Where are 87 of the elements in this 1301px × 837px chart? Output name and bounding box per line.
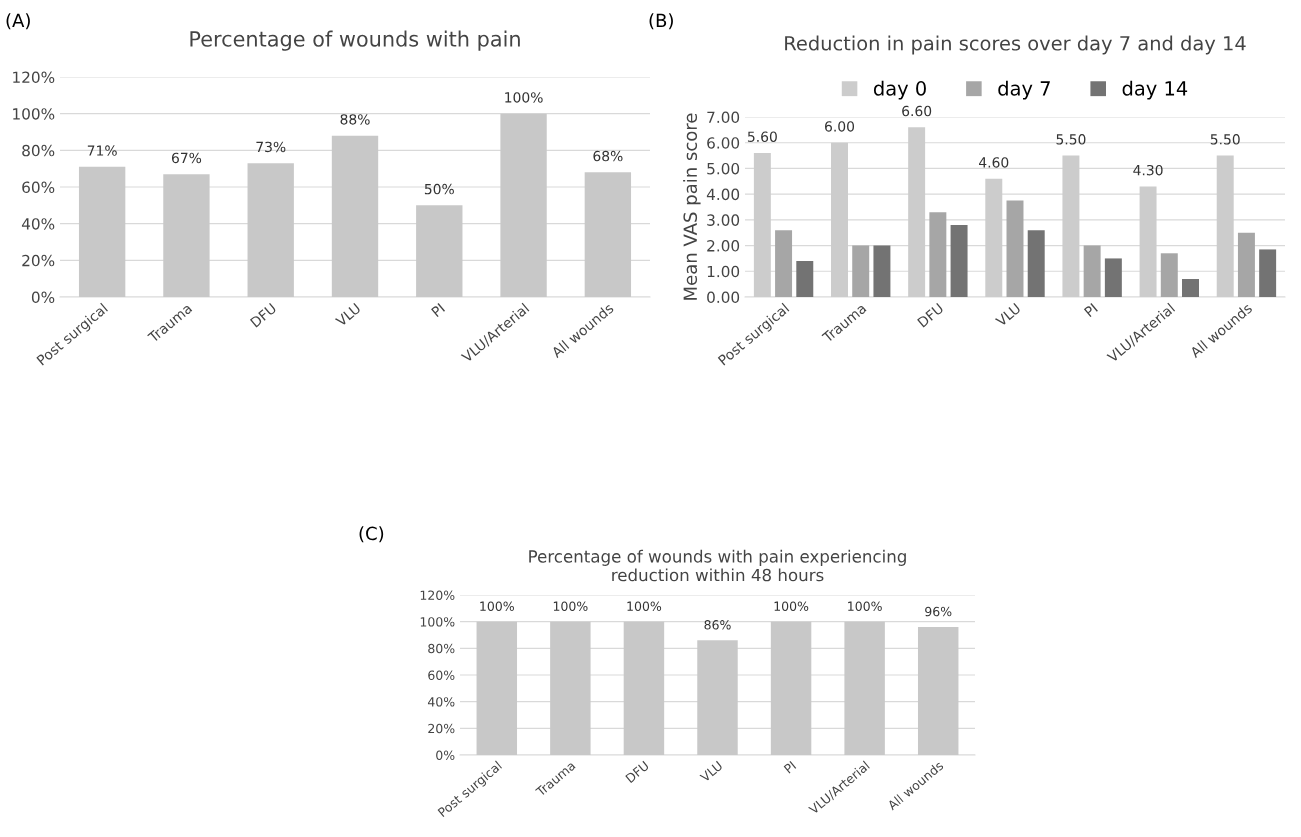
y-tick-label: 40% (21, 218, 55, 230)
bar (1259, 249, 1277, 297)
bar (163, 174, 210, 297)
x-tick-label: PI (431, 303, 446, 318)
data-label: 73% (256, 141, 286, 153)
x-tick-label: VLU (699, 760, 723, 783)
legend-label: day 0 (873, 80, 926, 100)
x-tick-label: PI (1083, 303, 1098, 318)
bar (1139, 186, 1157, 297)
data-label: 71% (87, 145, 117, 156)
y-tick-label: 60% (22, 181, 55, 194)
bar (929, 212, 947, 297)
data-label: 86% (704, 620, 731, 630)
bar (1160, 253, 1178, 297)
bar (247, 163, 294, 297)
bar (584, 172, 632, 297)
y-tick-label: 40% (427, 697, 455, 707)
x-tick-label: VLU (334, 302, 361, 328)
y-tick-label: 7.00 (707, 111, 740, 124)
bar (1182, 279, 1199, 297)
y-tick-label: 5.00 (707, 162, 740, 175)
bar (1006, 200, 1024, 297)
data-label: 5.50 (1056, 134, 1086, 145)
x-tick-label: PI (783, 760, 797, 774)
data-label: 4.60 (979, 157, 1009, 168)
y-tick-label: 2.00 (707, 240, 740, 252)
bar (775, 230, 793, 297)
y-tick-label: 3.00 (707, 214, 740, 226)
y-tick-label: 80% (428, 643, 455, 654)
bar (1237, 232, 1255, 297)
y-tick-label: 0% (436, 750, 455, 760)
chart-title: Reduction in pain scores over day 7 and day 14 (785, 35, 1246, 55)
y-tick-label: 120% (420, 590, 455, 600)
data-label: 50% (424, 183, 454, 195)
y-tick-label: 20% (22, 254, 55, 267)
data-label: 100% (774, 601, 809, 611)
data-label: 67% (171, 152, 202, 164)
legend-label: day 7 (998, 80, 1050, 100)
text: (A) (6, 13, 30, 30)
y-tick-label: 20% (428, 723, 455, 734)
bar (831, 142, 848, 297)
x-tick-label: VLU (994, 302, 1021, 328)
legend-label: day 14 (1122, 80, 1188, 100)
chart-title: Percentage of wounds with pain (190, 30, 520, 51)
chart-title: Percentage of wounds with pain experiencing reduction within 48 hours (529, 549, 906, 582)
bar (796, 261, 814, 297)
y-tick-label: 100% (13, 108, 55, 120)
y-tick-label: 0% (31, 291, 55, 304)
y-tick-label: 6.00 (707, 137, 740, 149)
bar (873, 245, 891, 297)
data-label: 68% (593, 150, 623, 162)
y-tick-label: 60% (428, 670, 455, 680)
data-label: 100% (848, 601, 882, 611)
bar (331, 135, 379, 297)
data-label: 100% (480, 601, 514, 611)
y-tick-label: 1.00 (707, 265, 740, 278)
text: (C) (359, 526, 384, 543)
bar (78, 166, 126, 297)
text: (B) (649, 13, 673, 30)
data-label: 100% (553, 601, 588, 611)
data-label: 100% (505, 92, 543, 103)
data-label: 88% (340, 114, 370, 125)
data-label: 4.30 (1133, 164, 1163, 176)
y-tick-label: 4.00 (706, 188, 740, 201)
y-axis-title: Mean VAS pain score (683, 113, 701, 300)
y-tick-label: 80% (22, 144, 55, 157)
bar (1104, 258, 1122, 297)
bar (753, 153, 771, 297)
y-tick-label: 100% (420, 617, 455, 627)
y-tick-label: 0.00 (707, 291, 740, 304)
bar (908, 127, 926, 297)
bar (852, 245, 870, 297)
data-label: 5.60 (747, 131, 777, 142)
data-label: 6.00 (825, 121, 855, 132)
y-tick-label: 120% (13, 71, 55, 84)
data-label: 96% (925, 606, 952, 617)
bar (950, 225, 968, 297)
bar (1083, 245, 1101, 297)
data-label: 6.60 (902, 105, 932, 117)
bar (1027, 230, 1045, 297)
bar (500, 113, 547, 297)
bar (985, 178, 1003, 297)
data-label: 5.50 (1210, 134, 1240, 145)
data-label: 100% (627, 601, 662, 611)
bar (416, 205, 463, 297)
bar (1216, 155, 1234, 297)
bar (1062, 155, 1080, 297)
